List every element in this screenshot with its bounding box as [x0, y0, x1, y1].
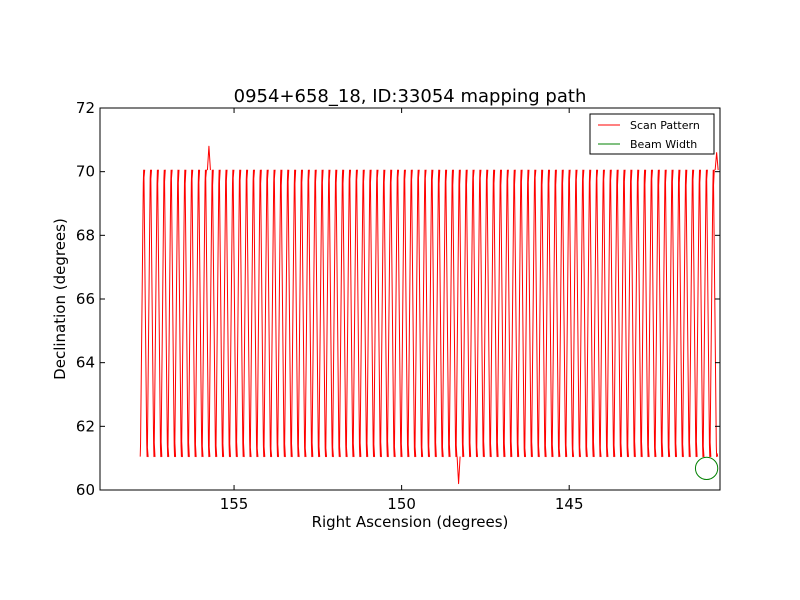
y-tick-label: 62 — [76, 417, 95, 435]
x-axis-label: Right Ascension (degrees) — [312, 513, 509, 531]
legend-label-beam-width: Beam Width — [630, 138, 697, 151]
y-tick-label: 66 — [76, 290, 95, 308]
x-tick-label: 150 — [387, 495, 416, 513]
y-tick-label: 60 — [76, 481, 95, 499]
x-tick-label: 145 — [555, 495, 584, 513]
scan-pattern-line — [139, 145, 719, 485]
y-tick-label: 72 — [76, 99, 95, 117]
legend: Scan Pattern Beam Width — [589, 113, 715, 155]
legend-box — [589, 113, 715, 155]
chart-title: 0954+658_18, ID:33054 mapping path — [234, 86, 587, 107]
y-tick-label: 68 — [76, 226, 95, 244]
x-tick-label: 155 — [220, 495, 249, 513]
beam-width-circle — [694, 456, 719, 480]
y-tick-label: 70 — [76, 163, 95, 181]
y-tick-label: 64 — [76, 354, 95, 372]
y-axis: 60 62 64 66 68 70 72 — [76, 99, 720, 499]
x-axis: 155 150 145 — [220, 108, 584, 513]
plot-area — [139, 145, 719, 485]
legend-label-scan-pattern: Scan Pattern — [630, 119, 700, 132]
y-axis-label: Declination (degrees) — [51, 218, 69, 380]
